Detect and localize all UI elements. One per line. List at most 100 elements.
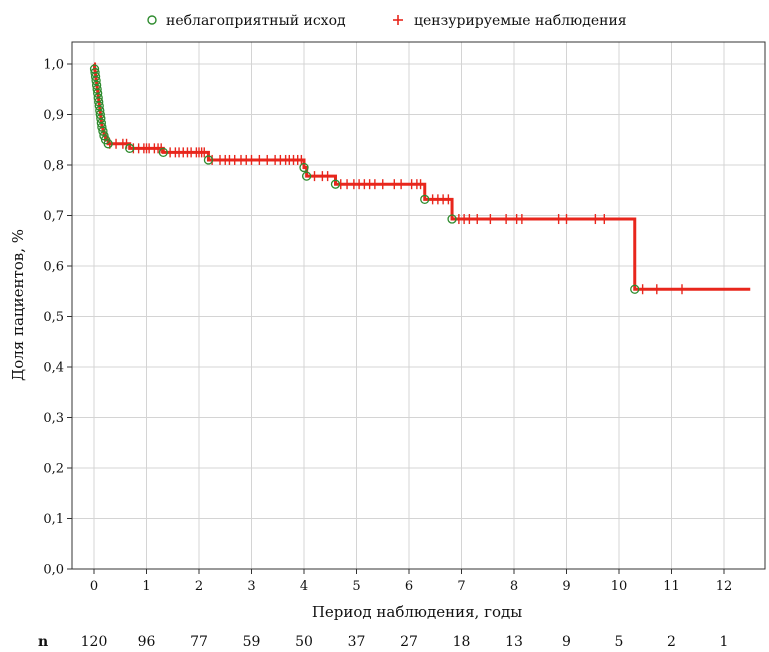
y-tick-label: 0,9 [43, 108, 64, 123]
censored-marker [502, 214, 510, 225]
risk-count: 2 [667, 634, 676, 650]
event-marker [203, 155, 214, 165]
event-marker [158, 147, 168, 158]
event-marker [330, 179, 341, 189]
legend-event-marker-icon [147, 15, 157, 25]
legend-censored-marker-icon [393, 15, 403, 25]
event-marker [299, 162, 309, 173]
y-tick-label: 0,4 [43, 361, 64, 376]
censored-marker [397, 179, 405, 190]
x-tick-label: 6 [405, 579, 413, 594]
x-tick-label: 3 [247, 579, 255, 594]
x-tick-label: 9 [562, 579, 570, 594]
event-marker [95, 109, 105, 120]
event-marker [91, 76, 101, 86]
event-marker [94, 101, 104, 111]
censored-marker [255, 154, 263, 165]
x-axis-ticks: 0 1 2 3 4 5 6 7 8 9 10 11 12 [90, 569, 732, 594]
risk-count: 96 [138, 634, 156, 650]
censored-marker [248, 154, 255, 165]
risk-count: 18 [453, 634, 471, 650]
event-marker [103, 139, 113, 149]
risk-count: 1 [720, 634, 729, 650]
x-tick-label: 7 [457, 579, 465, 594]
risk-count: 13 [505, 634, 523, 650]
grid [72, 42, 765, 569]
risk-count: 77 [190, 634, 208, 650]
y-tick-label: 1,0 [43, 58, 64, 73]
censored-marker [563, 214, 570, 225]
y-axis-title: Доля пациентов, % [9, 229, 27, 381]
event-marker [447, 214, 457, 224]
censored-marker [600, 214, 608, 225]
x-tick-label: 8 [510, 579, 518, 594]
event-marker [98, 126, 108, 136]
event-marker [99, 131, 109, 141]
x-tick-label: 1 [142, 579, 150, 594]
censored-marker [343, 179, 351, 190]
event-marker [420, 194, 430, 204]
risk-count: 59 [243, 634, 261, 650]
y-tick-label: 0,8 [43, 159, 64, 174]
x-tick-label: 2 [195, 579, 203, 594]
censored-marker [417, 179, 425, 190]
risk-count: 50 [295, 634, 313, 650]
censored-marker [473, 214, 481, 225]
censored-marker [678, 284, 686, 295]
risk-count: 120 [81, 634, 108, 650]
censored-marker [591, 214, 599, 225]
legend: неблагоприятный исход цензурируемые набл… [147, 13, 627, 29]
y-tick-label: 0,1 [43, 512, 64, 527]
risk-table: n 120 96 77 59 50 37 27 18 13 9 5 2 1 [38, 634, 728, 650]
event-marker [301, 171, 312, 181]
event-marker [97, 122, 107, 132]
event-marker [93, 88, 103, 98]
censored-marker [639, 284, 647, 295]
x-tick-label: 11 [663, 579, 680, 594]
censored-marker [390, 179, 398, 190]
censored-marker [311, 171, 318, 182]
censored-marker [112, 138, 120, 149]
event-marker [90, 71, 101, 82]
censored-marker [324, 171, 332, 182]
legend-censored-label: цензурируемые наблюдения [414, 13, 627, 29]
y-tick-label: 0,2 [43, 462, 64, 477]
event-marker [630, 284, 640, 294]
y-tick-label: 0,6 [43, 260, 64, 275]
y-tick-label: 0,7 [43, 209, 64, 224]
censored-marker [555, 214, 563, 225]
x-tick-label: 0 [90, 579, 98, 594]
legend-event-label: неблагоприятный исход [166, 13, 346, 29]
event-markers [89, 64, 640, 294]
x-tick-label: 4 [300, 579, 308, 594]
plot-area-frame [71, 41, 766, 570]
censored-marker [297, 154, 305, 165]
y-tick-label: 0,5 [43, 310, 64, 325]
event-marker [94, 97, 104, 107]
censored-marker [263, 154, 271, 165]
y-tick-label: 0,0 [43, 563, 64, 578]
censored-marker [337, 179, 345, 190]
censored-marker [379, 179, 387, 190]
risk-table-label: n [38, 634, 48, 650]
risk-count: 9 [562, 634, 571, 650]
censored-marker [444, 194, 452, 205]
censored-marker [653, 284, 661, 295]
censored-marker [200, 147, 208, 158]
censored-marker [518, 214, 526, 225]
risk-count: 37 [348, 634, 366, 650]
censored-marker [231, 154, 239, 165]
event-marker [125, 143, 135, 153]
x-axis-title: Период наблюдения, годы [312, 603, 522, 621]
censored-markers [106, 138, 686, 295]
x-tick-label: 10 [611, 579, 628, 594]
censored-marker [371, 179, 379, 190]
x-tick-label: 5 [352, 579, 360, 594]
risk-count: 27 [400, 634, 418, 650]
risk-count: 5 [615, 634, 624, 650]
x-tick-label: 12 [716, 579, 733, 594]
censored-marker [486, 214, 494, 225]
event-marker [96, 113, 106, 124]
